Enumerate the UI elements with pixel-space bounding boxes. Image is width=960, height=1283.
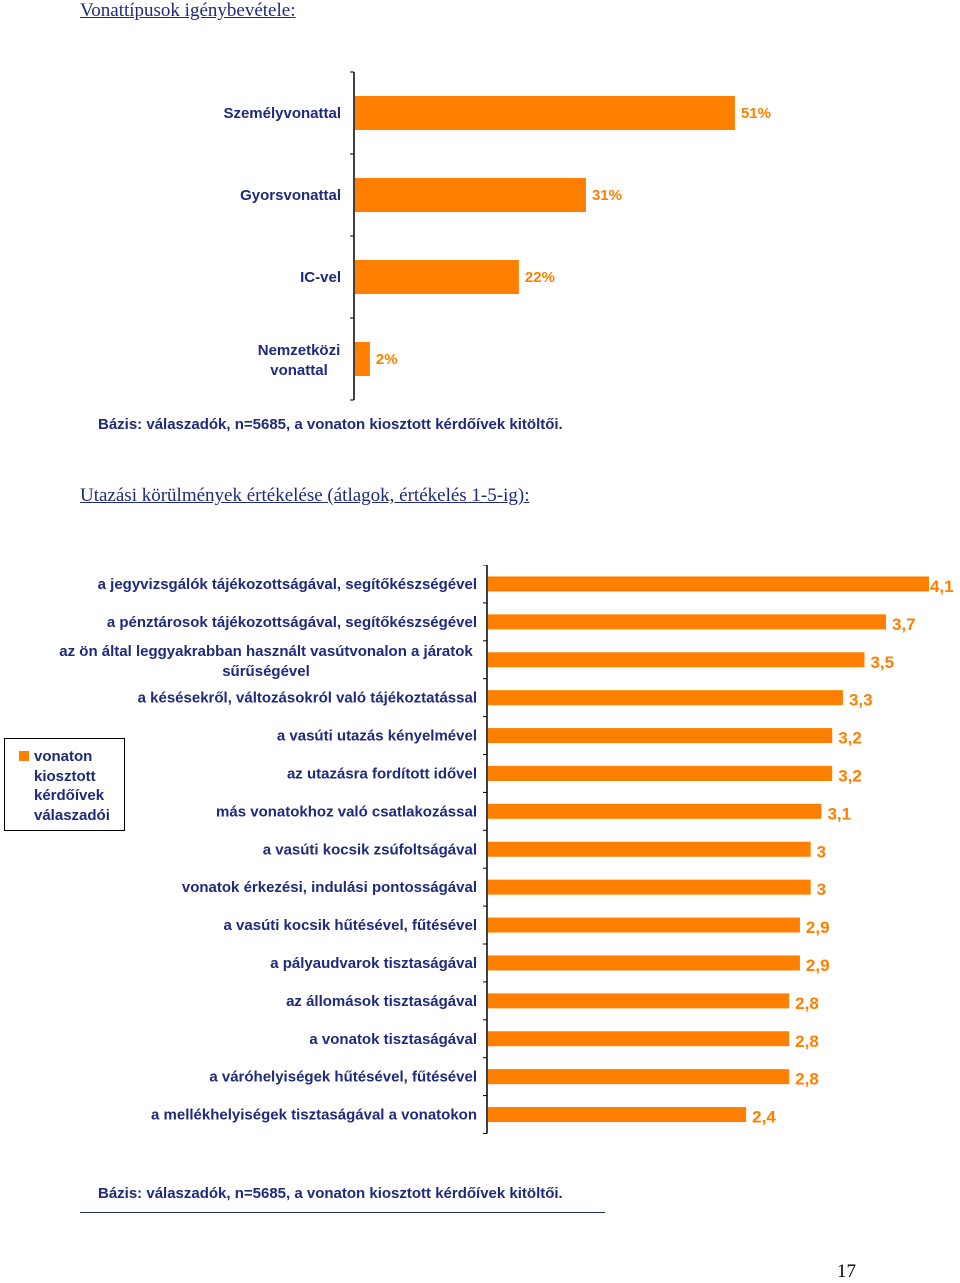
chart-legend: vonaton kiosztott kérdőívek válaszadói [4,738,125,831]
value-label: 2,4 [752,1108,776,1127]
footer-rule [80,1212,605,1213]
travel-conditions-heading: Utazási körülmények értékelése (átlagok,… [80,485,530,506]
value-label: 2,8 [795,1070,819,1089]
bar [355,178,586,212]
value-label: 2,9 [806,918,830,937]
value-label: 3,7 [892,615,916,634]
bar [488,917,800,933]
train-type-heading: Vonattípusok igénybevétele: [80,0,296,21]
bar [488,728,833,744]
bar [355,260,519,294]
category-label: IC-vel [300,269,341,286]
category-label: az ön által leggyakrabban használt vasút… [59,643,473,680]
category-label: a késésekről, változásokról való tájékoz… [138,690,477,707]
category-label: a vonatok tisztaságával [309,1031,477,1048]
category-label: vonatok érkezési, indulási pontosságával [182,879,477,896]
bar [488,879,811,895]
bar [488,1107,747,1123]
category-label: az állomások tisztaságával [286,993,477,1010]
bar [488,955,800,971]
category-label: a vasúti kocsik zsúfoltságával [263,841,477,858]
travel-conditions-chart: a jegyvizsgálók tájékozottságával, segít… [59,565,954,1134]
bar [488,576,929,592]
legend-label: vonaton kiosztott kérdőívek válaszadói [34,748,110,824]
bar [355,96,735,130]
value-label: 2,8 [795,994,819,1013]
category-label: Nemzetközi vonattal [258,342,341,379]
value-label: 22% [525,269,555,286]
bar [488,690,843,706]
value-label: 2,8 [795,1032,819,1051]
category-label: a mellékhelyiségek tisztaságával a vonat… [151,1107,477,1124]
page-number: 17 [837,1261,856,1282]
bar [488,652,865,668]
category-label: Személyvonattal [223,105,341,122]
bar [488,1031,790,1047]
category-label: Gyorsvonattal [240,187,341,204]
bar [488,993,790,1009]
value-label: 2,9 [806,956,830,975]
bar [488,841,811,857]
bar [488,614,886,630]
bar [488,1069,790,1085]
legend-swatch [19,751,29,761]
category-label: a vasúti utazás kényelmével [277,728,477,745]
value-label: 3,2 [838,729,862,748]
value-label: 3,5 [870,653,894,672]
bar [488,803,822,819]
basis-note-2: Bázis: válaszadók, n=5685, a vonaton kio… [98,1185,563,1202]
value-label: 3,3 [849,691,873,710]
value-label: 3 [817,880,826,899]
value-label: 3,1 [827,804,851,823]
category-label: a váróhelyiségek hűtésével, fűtésével [209,1069,477,1086]
category-label: a jegyvizsgálók tájékozottságával, segít… [98,576,477,593]
category-label: a pénztárosok tájékozottságával, segítők… [107,614,477,631]
value-label: 3,2 [838,766,862,785]
category-label: a vasúti kocsik hűtésével, fűtésével [224,917,477,934]
value-label: 3 [817,842,826,861]
value-label: 31% [592,187,622,204]
value-label: 2% [376,351,398,368]
value-label: 51% [741,105,771,122]
category-label: a pályaudvarok tisztaságával [270,955,477,972]
basis-note-1: Bázis: válaszadók, n=5685, a vonaton kio… [98,416,563,433]
category-label: az utazásra fordított idővel [287,765,477,782]
train-type-chart: Személyvonattal 51% Gyorsvonattal 31% IC-vel… [223,71,771,401]
bar [355,342,370,376]
value-label: 4,1 [930,577,954,596]
bar [488,765,833,781]
category-label: más vonatokhoz való csatlakozással [216,803,477,820]
